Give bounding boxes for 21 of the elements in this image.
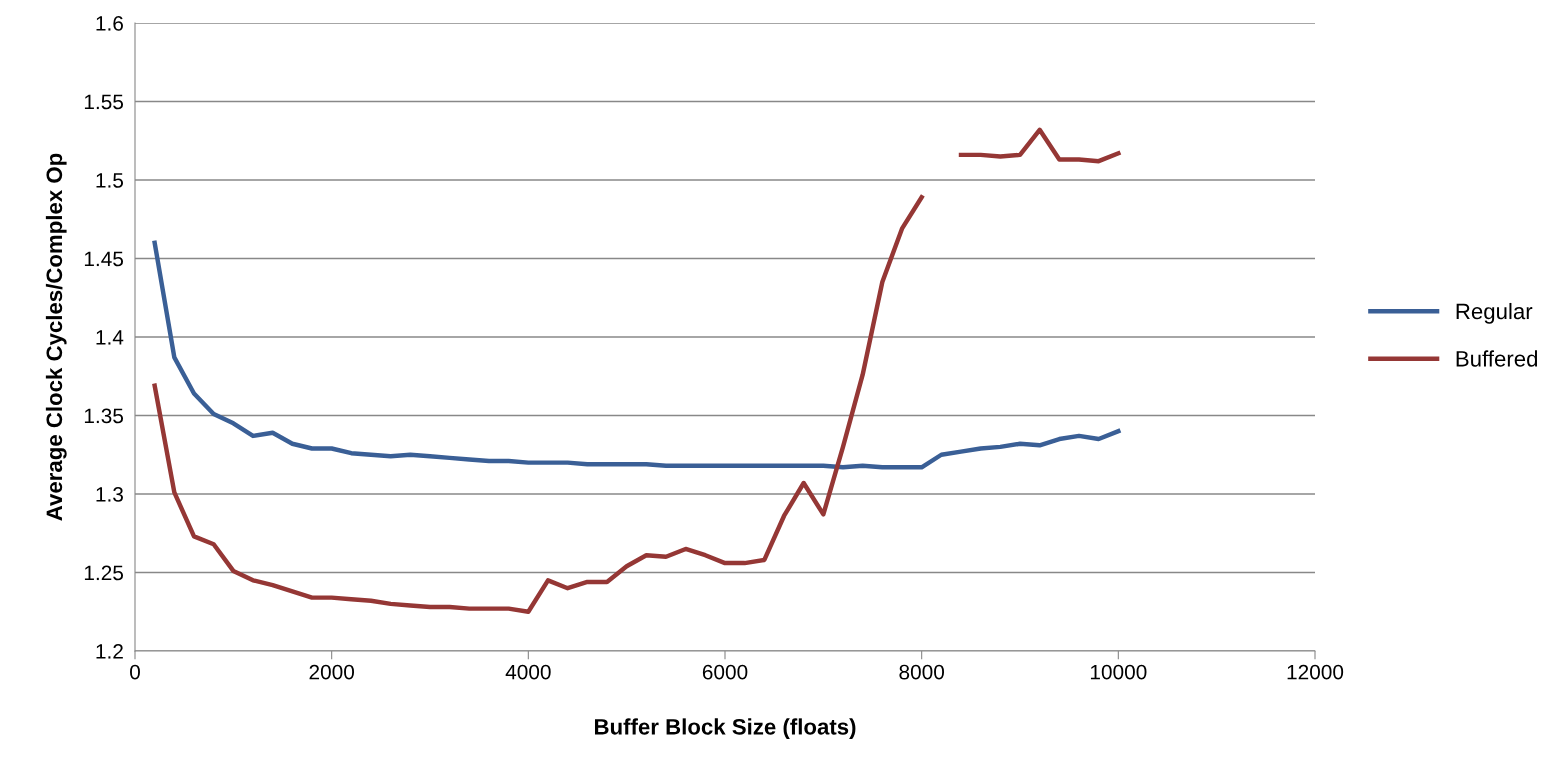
legend-label: Buffered: [1456, 350, 1538, 367]
line-series: [152, 240, 1121, 470]
x-tick-label: 6000: [702, 664, 748, 680]
y-tick-label: 1.6: [96, 16, 123, 31]
x-axis-title: Buffer Block Size (floats): [594, 718, 856, 740]
y-tick-label: 1.2: [96, 644, 123, 659]
y-tick-label: 1.5: [96, 173, 124, 188]
y-tick-label: 1.3: [96, 487, 123, 502]
x-tick-label: 10000: [1090, 664, 1147, 680]
y-tick-label: 1.4: [96, 330, 124, 345]
y-tick-label: 1.55: [84, 94, 124, 110]
x-tick-label: 8000: [899, 664, 945, 680]
x-tick-label: 12000: [1287, 664, 1344, 680]
y-tick-label: 1.45: [84, 251, 124, 267]
y-tick-label: 1.25: [84, 565, 124, 581]
x-tick-label: 2000: [309, 664, 355, 680]
y-axis-title: Average Clock Cycles/Complex Op: [45, 153, 67, 521]
legend-label: Regular: [1456, 302, 1533, 324]
x-tick-label: 4000: [505, 664, 551, 680]
x-tick-label: 0: [130, 664, 140, 680]
y-tick-label: 1.35: [84, 408, 124, 424]
